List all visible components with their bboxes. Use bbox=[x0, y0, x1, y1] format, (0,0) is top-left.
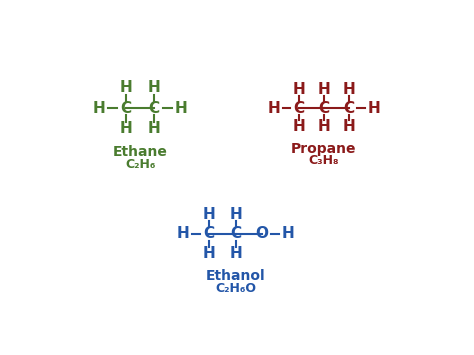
Text: C: C bbox=[318, 101, 329, 116]
Text: H: H bbox=[147, 80, 160, 95]
Text: H: H bbox=[342, 82, 355, 97]
Text: H: H bbox=[267, 101, 280, 116]
Text: C₂H₆O: C₂H₆O bbox=[215, 282, 256, 295]
Text: C: C bbox=[230, 226, 241, 241]
Text: H: H bbox=[342, 119, 355, 134]
Text: Ethane: Ethane bbox=[113, 145, 167, 159]
Text: H: H bbox=[120, 121, 133, 136]
Text: H: H bbox=[318, 119, 330, 134]
Text: H: H bbox=[176, 226, 189, 241]
Text: C₃H₈: C₃H₈ bbox=[309, 154, 339, 167]
Text: C: C bbox=[203, 226, 215, 241]
Text: H: H bbox=[203, 207, 216, 222]
Text: H: H bbox=[318, 82, 330, 97]
Text: C: C bbox=[148, 101, 159, 116]
Text: H: H bbox=[203, 246, 216, 261]
Text: H: H bbox=[229, 207, 242, 222]
Text: C₂H₆: C₂H₆ bbox=[125, 158, 155, 171]
Text: C: C bbox=[293, 101, 304, 116]
Text: H: H bbox=[292, 82, 305, 97]
Text: Propane: Propane bbox=[291, 142, 356, 155]
Text: H: H bbox=[175, 101, 188, 116]
Text: H: H bbox=[282, 226, 295, 241]
Text: H: H bbox=[120, 80, 133, 95]
Text: Ethanol: Ethanol bbox=[206, 269, 265, 283]
Text: H: H bbox=[367, 101, 380, 116]
Text: C: C bbox=[121, 101, 132, 116]
Text: H: H bbox=[147, 121, 160, 136]
Text: C: C bbox=[343, 101, 354, 116]
Text: O: O bbox=[255, 226, 269, 241]
Text: H: H bbox=[292, 119, 305, 134]
Text: H: H bbox=[92, 101, 105, 116]
Text: H: H bbox=[229, 246, 242, 261]
